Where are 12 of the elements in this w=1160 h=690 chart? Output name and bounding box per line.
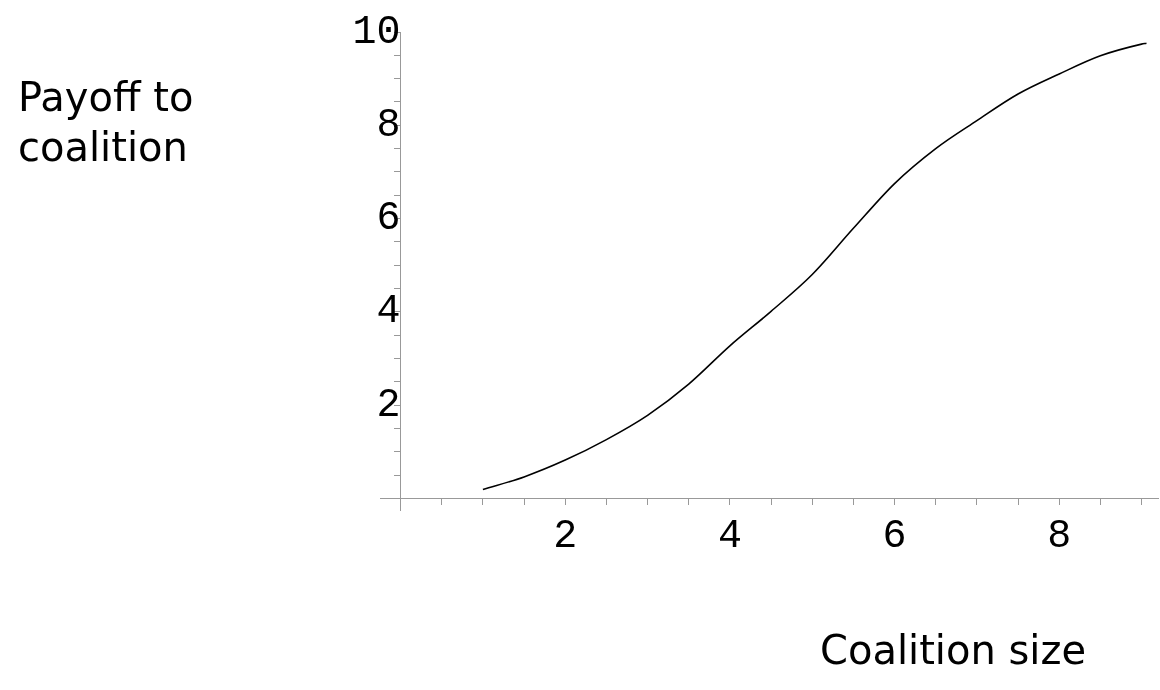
y-tick-label: 8 — [376, 102, 401, 148]
x-tick-label: 4 — [717, 513, 742, 559]
line-series — [482, 42, 1148, 491]
y-tick-label: 2 — [376, 382, 401, 428]
x-tick-label: 6 — [882, 513, 907, 559]
x-axis-title: Coalition size — [819, 626, 1088, 675]
y-tick-label: 10 — [352, 9, 401, 55]
x-tick-label: 2 — [553, 513, 578, 559]
x-tick-label: 8 — [1047, 513, 1072, 559]
y-tick-label: 4 — [376, 289, 401, 335]
y-tick-label: 6 — [376, 196, 401, 242]
y-axis-title: Payoff to coalition — [18, 73, 194, 172]
